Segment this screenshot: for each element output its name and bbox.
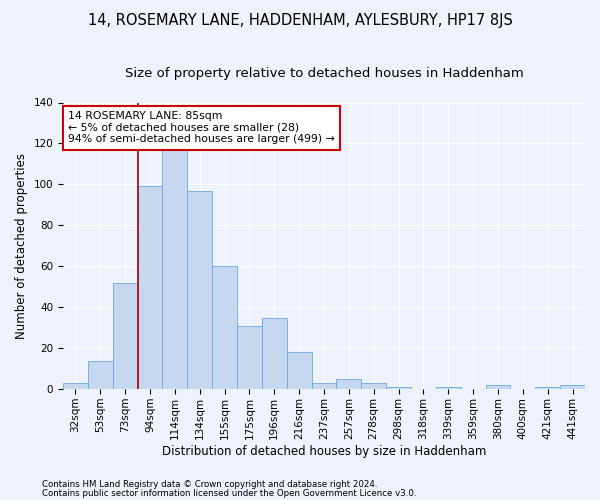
- Bar: [163, 150, 187, 389]
- Bar: [237, 326, 262, 389]
- Bar: [187, 190, 212, 389]
- Bar: [287, 352, 311, 389]
- Bar: [63, 383, 88, 389]
- Bar: [436, 387, 461, 389]
- Bar: [535, 387, 560, 389]
- Title: Size of property relative to detached houses in Haddenham: Size of property relative to detached ho…: [125, 68, 523, 80]
- Text: Contains public sector information licensed under the Open Government Licence v3: Contains public sector information licen…: [42, 489, 416, 498]
- Bar: [386, 387, 411, 389]
- Bar: [311, 383, 337, 389]
- X-axis label: Distribution of detached houses by size in Haddenham: Distribution of detached houses by size …: [162, 444, 486, 458]
- Bar: [113, 282, 137, 389]
- Bar: [262, 318, 287, 389]
- Bar: [485, 385, 511, 389]
- Bar: [88, 360, 113, 389]
- Text: Contains HM Land Registry data © Crown copyright and database right 2024.: Contains HM Land Registry data © Crown c…: [42, 480, 377, 489]
- Bar: [212, 266, 237, 389]
- Bar: [337, 379, 361, 389]
- Y-axis label: Number of detached properties: Number of detached properties: [15, 153, 28, 339]
- Bar: [560, 385, 585, 389]
- Bar: [137, 186, 163, 389]
- Text: 14 ROSEMARY LANE: 85sqm
← 5% of detached houses are smaller (28)
94% of semi-det: 14 ROSEMARY LANE: 85sqm ← 5% of detached…: [68, 111, 335, 144]
- Text: 14, ROSEMARY LANE, HADDENHAM, AYLESBURY, HP17 8JS: 14, ROSEMARY LANE, HADDENHAM, AYLESBURY,…: [88, 12, 512, 28]
- Bar: [361, 383, 386, 389]
